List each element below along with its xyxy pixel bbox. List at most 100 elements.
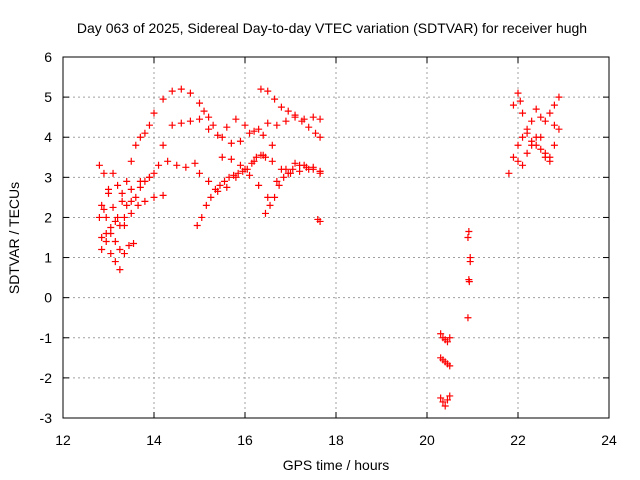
data-point xyxy=(141,129,149,137)
data-point xyxy=(296,161,304,169)
data-point xyxy=(159,95,167,103)
data-point xyxy=(528,117,536,125)
data-point xyxy=(516,97,524,105)
x-tick-label: 22 xyxy=(510,432,526,448)
data-point xyxy=(302,163,310,171)
data-point xyxy=(316,115,324,123)
y-tick-label: 3 xyxy=(44,169,52,185)
data-point xyxy=(537,113,545,121)
data-point xyxy=(127,185,135,193)
data-point xyxy=(177,119,185,127)
data-point xyxy=(141,197,149,205)
data-point xyxy=(209,121,217,129)
data-point xyxy=(100,169,108,177)
data-point xyxy=(221,177,229,185)
series-track-a xyxy=(95,85,324,221)
data-point xyxy=(159,191,167,199)
data-point xyxy=(309,113,317,121)
data-point xyxy=(280,173,288,181)
data-point xyxy=(234,169,242,177)
data-point xyxy=(528,141,536,149)
data-point xyxy=(107,223,115,231)
data-point xyxy=(546,157,554,165)
data-point xyxy=(159,141,167,149)
data-point xyxy=(109,203,117,211)
data-point xyxy=(241,121,249,129)
data-point xyxy=(523,129,531,137)
data-point xyxy=(111,217,119,225)
data-point xyxy=(123,201,131,209)
data-point xyxy=(127,209,135,217)
x-tick-label: 18 xyxy=(328,432,344,448)
data-point xyxy=(257,151,265,159)
data-point xyxy=(523,149,531,157)
data-point xyxy=(248,159,256,167)
x-tick-label: 20 xyxy=(419,432,435,448)
data-point xyxy=(223,123,231,131)
data-point xyxy=(200,107,208,115)
data-point xyxy=(107,250,115,258)
data-point xyxy=(182,163,190,171)
y-tick-label: 2 xyxy=(44,209,52,225)
data-point xyxy=(120,221,128,229)
data-point xyxy=(550,141,558,149)
series-isolated xyxy=(314,215,324,225)
data-point xyxy=(196,115,203,123)
data-point xyxy=(230,171,238,179)
y-axis-label: SDTVAR / TECUs xyxy=(6,182,22,294)
data-point xyxy=(127,157,135,165)
data-point xyxy=(250,127,258,135)
data-point xyxy=(198,213,206,221)
data-point xyxy=(264,87,272,95)
data-point xyxy=(466,254,474,262)
data-point xyxy=(255,181,263,189)
data-point xyxy=(441,402,449,410)
data-point xyxy=(239,167,247,175)
data-point xyxy=(207,193,215,201)
data-point xyxy=(150,109,158,117)
series-cluster-20-21-h xyxy=(437,227,474,410)
data-point xyxy=(439,398,447,406)
series-track-h xyxy=(257,85,324,141)
data-point xyxy=(264,119,272,127)
data-point xyxy=(465,227,473,235)
data-point xyxy=(275,181,283,189)
data-point xyxy=(202,201,210,209)
data-point xyxy=(120,213,128,221)
data-point xyxy=(109,169,117,177)
data-point xyxy=(255,125,263,133)
data-point xyxy=(261,153,269,161)
data-point xyxy=(464,234,472,241)
data-point xyxy=(532,133,540,141)
data-point xyxy=(136,133,144,141)
series-track-c xyxy=(95,151,324,221)
data-point xyxy=(98,246,106,254)
data-point xyxy=(196,99,203,107)
data-point xyxy=(271,95,279,103)
data-point xyxy=(98,234,106,241)
data-point xyxy=(218,133,226,141)
data-point xyxy=(284,169,292,177)
data-point xyxy=(114,213,122,221)
y-tick-label: -1 xyxy=(40,330,53,346)
data-point xyxy=(282,117,290,125)
data-point xyxy=(177,85,185,93)
data-point xyxy=(259,131,267,139)
data-point xyxy=(150,193,158,201)
data-point xyxy=(132,141,140,149)
data-point xyxy=(168,87,176,95)
data-point xyxy=(509,101,517,109)
data-point xyxy=(291,159,299,167)
data-point xyxy=(116,246,124,254)
data-point xyxy=(116,266,124,274)
y-tick-label: 0 xyxy=(44,290,52,306)
data-point xyxy=(273,121,281,129)
data-point xyxy=(537,145,545,153)
data-point xyxy=(191,159,199,167)
data-point xyxy=(550,101,558,109)
data-point xyxy=(114,181,122,189)
data-point xyxy=(446,334,454,342)
data-point xyxy=(312,129,320,137)
data-point xyxy=(186,117,194,125)
y-tick-label: 5 xyxy=(44,89,52,105)
